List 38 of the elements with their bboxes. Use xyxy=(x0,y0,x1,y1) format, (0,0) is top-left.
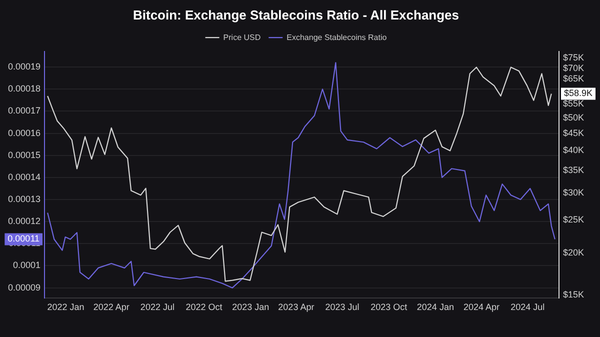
x-tick-label: 2024 Apr xyxy=(463,302,500,312)
y2-tick-label: $45K xyxy=(562,128,584,138)
y-tick-label: 0.00019 xyxy=(8,62,41,72)
x-tick-label: 2023 Jul xyxy=(325,302,360,312)
y-tick-label: 0.00013 xyxy=(8,194,41,204)
y2-tick-label: $50K xyxy=(562,112,584,122)
y2-tick-label: $70K xyxy=(562,62,584,73)
y2-tick-label: $30K xyxy=(562,188,584,198)
y-tick-label: 0.00017 xyxy=(8,106,41,116)
y-tick-label: 0.00015 xyxy=(8,150,41,160)
legend-label: Price USD xyxy=(223,32,261,42)
y-tick-label: 0.00018 xyxy=(8,84,41,94)
y2-tick-label: $25K xyxy=(562,214,584,224)
x-tick-label: 2023 Oct xyxy=(370,302,408,312)
y2-tick-label: $65K xyxy=(562,74,584,84)
x-tick-label: 2024 Jan xyxy=(416,302,454,312)
y2-tick-label: $15K xyxy=(562,290,584,300)
x-tick-label: 2022 Oct xyxy=(186,302,223,312)
y-tick-label: 0.00014 xyxy=(8,172,41,182)
legend-label: Exchange Stablecoins Ratio xyxy=(286,32,388,42)
x-tick-label: 2023 Apr xyxy=(278,302,314,312)
y2-tick-label: $20K xyxy=(562,247,584,258)
x-tick-label: 2022 Jan xyxy=(47,302,84,312)
text: 0.00011 xyxy=(8,234,40,244)
y-tick-label: 0.00012 xyxy=(8,216,41,226)
y2-tick-label: $35K xyxy=(562,164,584,175)
x-tick-label: 2022 Apr xyxy=(93,302,130,312)
x-tick-label: 2023 Jan xyxy=(232,302,270,312)
y2-tick-label: $75K xyxy=(562,52,584,63)
y-tick-label: 0.00009 xyxy=(8,282,41,292)
y-tick-label: 0.00016 xyxy=(8,128,41,138)
y2-tick-label: $55K xyxy=(562,98,584,108)
text: $58.9K xyxy=(564,88,593,98)
x-tick-label: 2022 Jul xyxy=(140,302,174,312)
chart-title: Bitcoin: Exchange Stablecoins Ratio - All Exchanges xyxy=(132,7,460,22)
y2-tick-label: $40K xyxy=(562,145,584,156)
x-tick-label: 2024 Jul xyxy=(510,302,545,312)
y-tick-label: 0.0001 xyxy=(13,260,41,270)
